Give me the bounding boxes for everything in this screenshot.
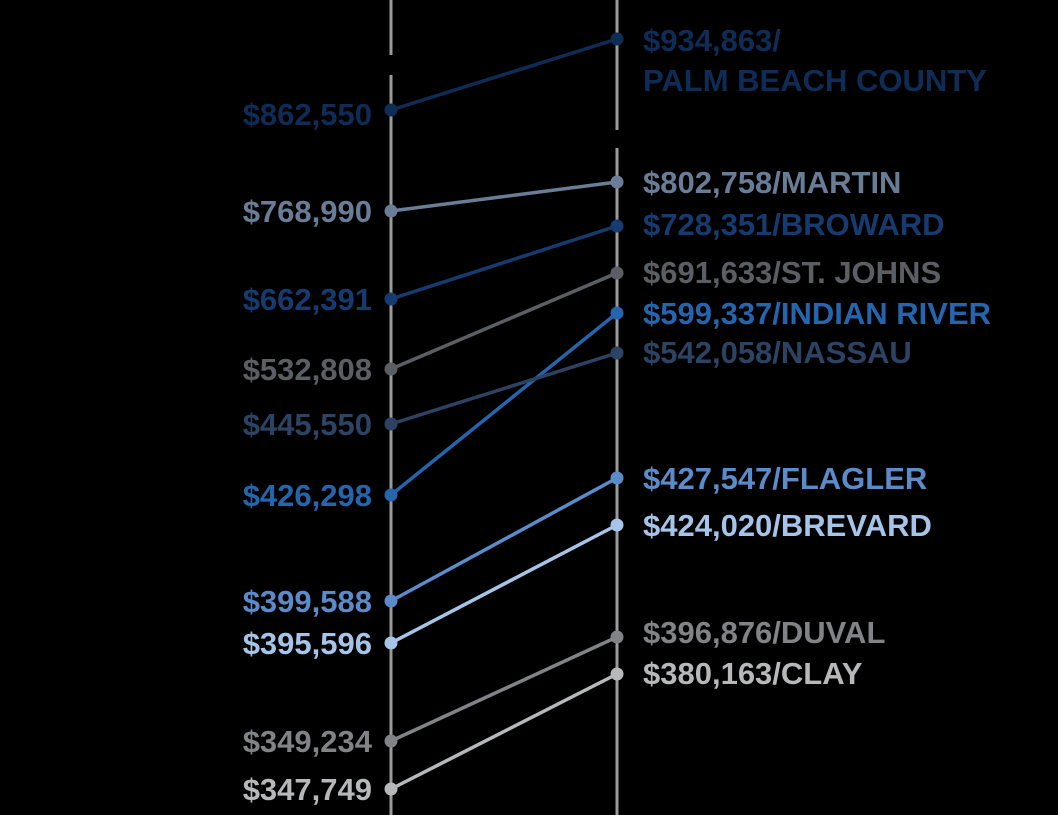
series-line-nassau xyxy=(390,351,618,426)
start-label-brevard: $395,596 xyxy=(243,626,372,661)
end-point-flagler xyxy=(610,471,624,485)
series-line-broward xyxy=(390,224,618,301)
end-point-broward xyxy=(610,219,624,233)
start-point-flagler xyxy=(384,594,398,608)
series-line-brevard xyxy=(390,523,618,645)
end-label-nassau: $542,058/NASSAU xyxy=(643,335,912,370)
start-point-st-johns xyxy=(384,362,398,376)
end-point-duval xyxy=(610,630,624,644)
end-point-martin xyxy=(610,175,624,189)
end-label-flagler: $427,547/FLAGLER xyxy=(643,461,927,496)
end-point-palm-beach-county xyxy=(610,32,624,46)
start-point-brevard xyxy=(384,636,398,650)
start-label-duval: $349,234 xyxy=(243,724,373,759)
end-label-broward: $728,351/BROWARD xyxy=(643,207,945,242)
series-line-clay xyxy=(390,672,618,791)
start-label-nassau: $445,550 xyxy=(243,407,372,442)
end-label-st-johns: $691,633/ST. JOHNS xyxy=(643,255,941,290)
end-label-indian-river: $599,337/INDIAN RIVER xyxy=(643,296,991,331)
start-label-palm-beach-county: $862,550 xyxy=(243,97,372,132)
end-point-clay xyxy=(610,667,624,681)
end-point-st-johns xyxy=(610,266,624,280)
start-point-palm-beach-county xyxy=(384,103,398,117)
end-label-clay: $380,163/CLAY xyxy=(643,656,863,691)
end-label-palm-beach-county-line-1: $934,863/ xyxy=(643,23,781,58)
start-label-indian-river: $426,298 xyxy=(243,478,372,513)
start-label-clay: $347,749 xyxy=(243,772,372,807)
start-point-duval xyxy=(384,734,398,748)
start-point-indian-river xyxy=(384,488,398,502)
start-point-martin xyxy=(384,204,398,218)
series-line-indian-river xyxy=(389,311,619,497)
start-label-flagler: $399,588 xyxy=(243,584,372,619)
series-line-palm-beach-county xyxy=(390,37,618,112)
start-label-martin: $768,990 xyxy=(243,194,372,229)
start-label-broward: $662,391 xyxy=(243,282,372,317)
end-label-brevard: $424,020/BREVARD xyxy=(643,508,932,543)
series-line-martin xyxy=(390,180,618,213)
end-label-palm-beach-county-line-2: PALM BEACH COUNTY xyxy=(643,63,987,98)
end-label-duval: $396,876/DUVAL xyxy=(643,615,885,650)
start-point-nassau xyxy=(384,417,398,431)
end-point-nassau xyxy=(610,346,624,360)
start-point-broward xyxy=(384,292,398,306)
start-label-st-johns: $532,808 xyxy=(243,352,372,387)
end-label-martin: $802,758/MARTIN xyxy=(643,165,901,200)
series-line-flagler xyxy=(390,476,618,603)
start-point-clay xyxy=(384,782,398,796)
series-line-duval xyxy=(390,635,618,743)
end-point-brevard xyxy=(610,518,624,532)
series-line-st-johns xyxy=(390,271,618,371)
end-point-indian-river xyxy=(610,306,624,320)
